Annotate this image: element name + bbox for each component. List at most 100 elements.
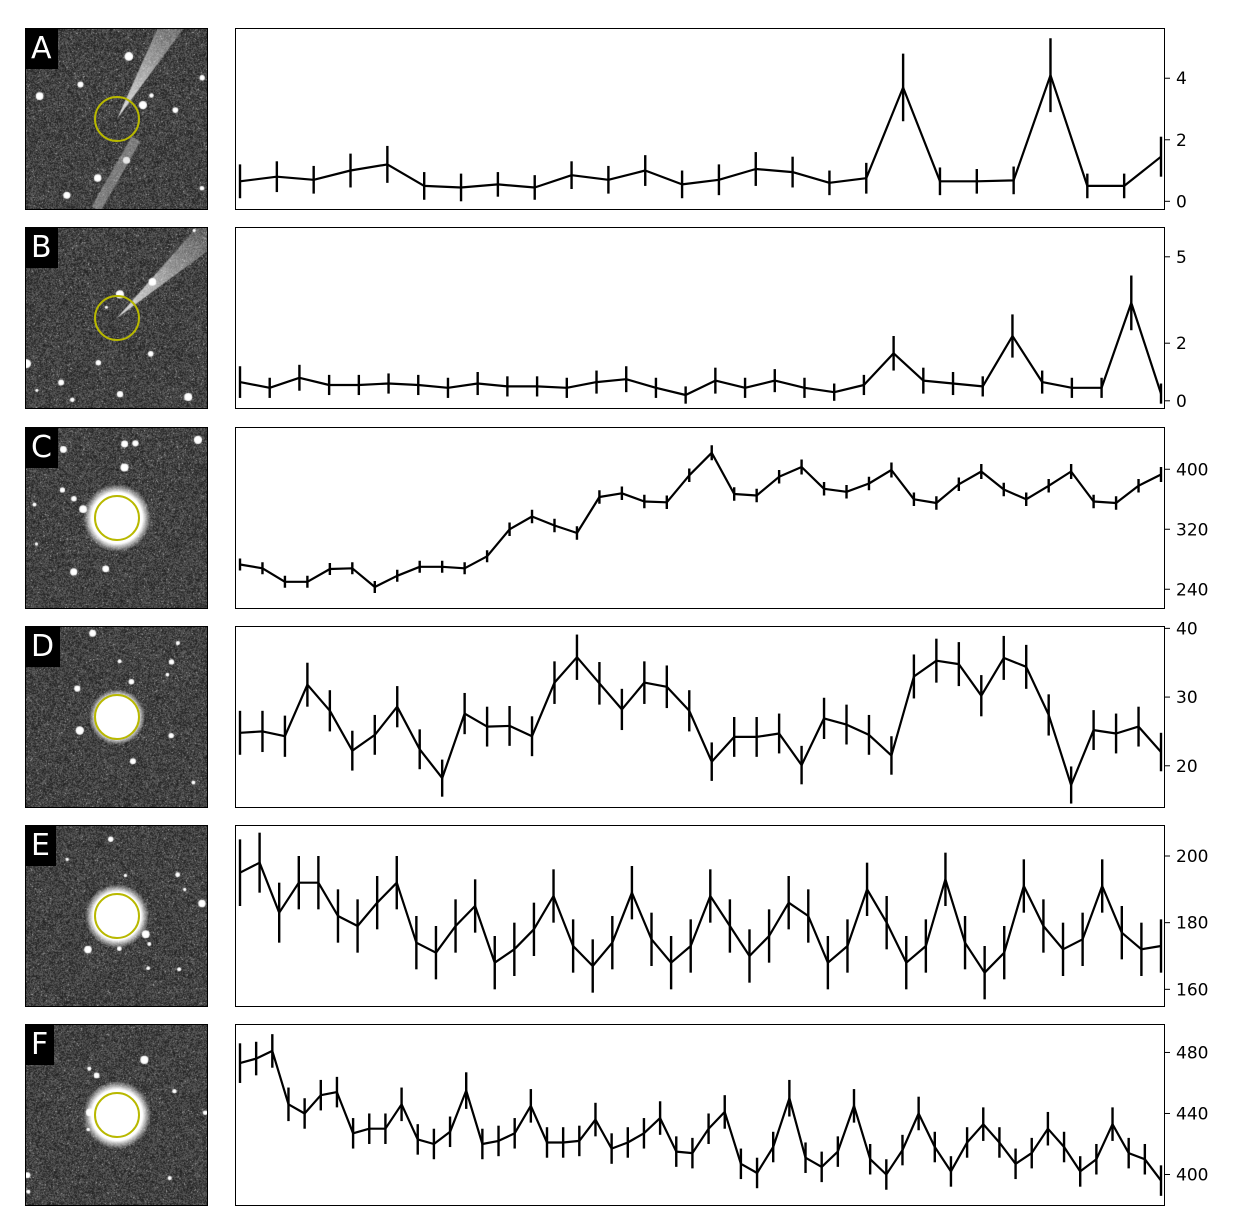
data-point <box>570 174 573 177</box>
data-point <box>665 685 668 688</box>
data-point <box>298 376 301 379</box>
data-point <box>486 555 489 558</box>
data-point <box>278 911 281 914</box>
data-point <box>922 379 925 382</box>
data-point <box>572 945 575 947</box>
data-point <box>1160 155 1162 158</box>
data-point <box>1046 1127 1049 1130</box>
data-point <box>268 386 271 389</box>
data-point <box>261 567 264 570</box>
data-point <box>434 951 437 954</box>
data-point <box>591 965 594 967</box>
light-curve-plot: 240 320 400 <box>235 427 1208 609</box>
data-point <box>446 386 449 389</box>
data-point <box>845 490 848 493</box>
data-point <box>684 394 687 397</box>
data-point <box>312 178 315 181</box>
data-point <box>865 177 868 180</box>
data-point <box>1030 1152 1033 1155</box>
data-point <box>441 565 444 568</box>
aperture-overlay <box>94 893 140 939</box>
data-point <box>866 888 869 891</box>
plot-frame <box>235 1024 1165 1206</box>
aperture-circle <box>94 694 140 740</box>
data-point <box>1115 502 1118 504</box>
aperture-overlay <box>94 96 140 142</box>
series-line <box>239 301 1163 397</box>
data-point <box>917 1112 920 1115</box>
data-point <box>319 1094 322 1097</box>
data-point <box>717 178 720 181</box>
data-point <box>376 901 379 904</box>
data-point <box>508 528 511 531</box>
y-tick-label: 0 <box>1176 192 1187 212</box>
data-point <box>239 180 241 183</box>
data-point <box>335 1091 338 1094</box>
data-point <box>1160 392 1162 395</box>
panel-e: E 160 180 200 <box>0 825 1240 1007</box>
data-point <box>1100 386 1103 389</box>
data-point <box>892 352 895 355</box>
data-point <box>1002 656 1005 659</box>
light-curve-plot: 0 2 5 <box>235 227 1187 412</box>
data-point <box>493 961 496 964</box>
data-point <box>506 385 509 388</box>
data-point <box>739 1162 742 1165</box>
thumbnail-image: C <box>25 427 208 609</box>
y-tick-label: 180 <box>1176 914 1208 934</box>
plot-frame <box>235 626 1165 808</box>
data-point <box>1070 470 1073 473</box>
data-point <box>744 386 747 389</box>
data-point <box>966 1141 969 1144</box>
data-point <box>384 1127 387 1130</box>
data-point <box>481 1142 484 1145</box>
panel-label: D <box>26 627 61 667</box>
data-point <box>1002 488 1005 491</box>
data-point <box>297 881 300 884</box>
data-point <box>748 955 751 957</box>
data-point <box>1095 1158 1098 1161</box>
data-point <box>611 941 614 944</box>
data-point <box>709 895 712 897</box>
data-point <box>933 1146 936 1149</box>
data-point <box>952 382 955 385</box>
data-point <box>610 1147 613 1150</box>
data-point <box>396 574 399 577</box>
data-point <box>998 1141 1001 1144</box>
data-point <box>283 735 286 738</box>
data-point <box>1022 885 1025 887</box>
data-point <box>625 378 628 381</box>
data-point <box>768 935 771 937</box>
data-point <box>1025 665 1028 668</box>
data-point <box>1012 179 1015 182</box>
data-point <box>239 563 241 566</box>
data-point <box>460 186 463 189</box>
data-point <box>553 681 556 684</box>
data-point <box>982 1123 985 1126</box>
data-point <box>975 180 978 183</box>
data-point <box>924 945 927 947</box>
data-point <box>1079 1170 1082 1173</box>
data-point <box>418 565 421 568</box>
data-point <box>869 1158 872 1161</box>
data-point <box>454 925 457 927</box>
data-point <box>1137 725 1140 728</box>
data-point <box>912 498 915 501</box>
data-point <box>275 175 278 178</box>
data-point <box>607 178 610 181</box>
y-tick-label: 20 <box>1176 757 1198 777</box>
data-point <box>1092 500 1095 503</box>
data-point <box>845 723 848 726</box>
series-line <box>239 451 1162 589</box>
y-tick-label: 400 <box>1176 1165 1208 1185</box>
data-point <box>1127 1152 1130 1155</box>
data-point <box>650 938 653 941</box>
data-point <box>846 945 849 947</box>
data-point <box>1086 184 1089 187</box>
data-point <box>441 777 444 780</box>
light-curve-plot: 0 2 4 <box>235 28 1187 212</box>
data-point <box>890 754 893 757</box>
data-point <box>255 1057 258 1060</box>
data-point <box>1143 1158 1146 1161</box>
data-point <box>826 961 829 964</box>
